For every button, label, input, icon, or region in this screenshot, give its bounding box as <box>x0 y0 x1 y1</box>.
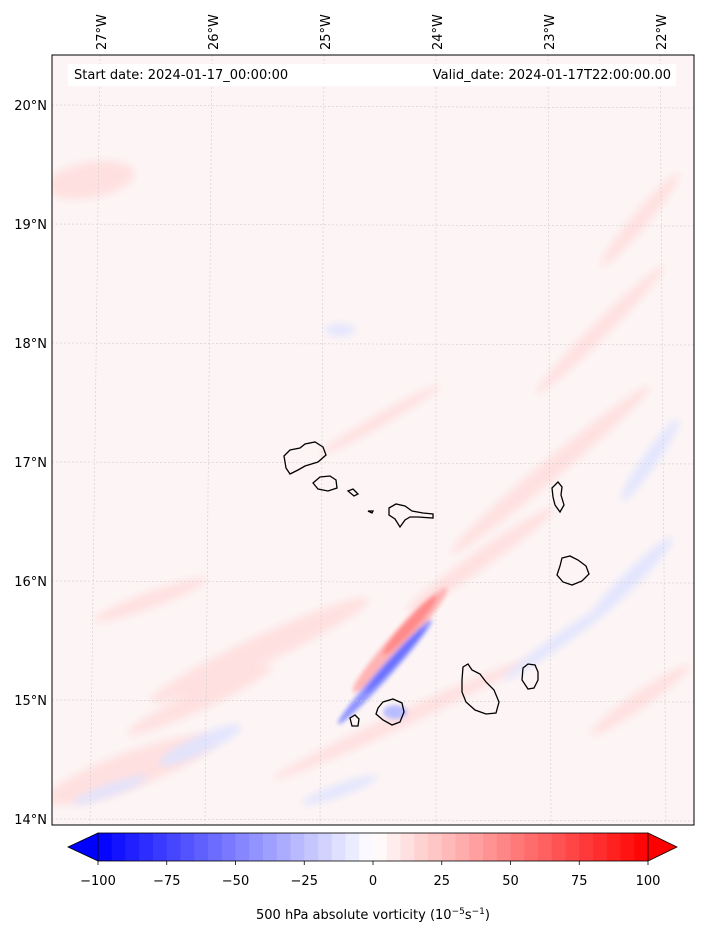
colorbar-cell <box>441 833 457 861</box>
colorbar-cell <box>153 833 168 861</box>
colorbar-cell <box>249 833 264 861</box>
coastlines <box>283 441 590 727</box>
island-santiago <box>461 663 500 715</box>
island-brava <box>349 714 360 727</box>
lon-label-26w: 26°W <box>207 14 222 50</box>
lon-label-25w: 25°W <box>319 14 334 50</box>
colorbar-tick-label: −50 <box>222 874 249 889</box>
colorbar-cell <box>496 833 512 861</box>
colorbar-cell <box>276 833 292 861</box>
island-boa-vista <box>556 555 590 586</box>
colorbar-cell <box>98 833 113 861</box>
lat-label-17n: 17°N <box>14 456 47 471</box>
colorbar-cell <box>469 833 484 861</box>
island-sao-vicente <box>312 475 338 492</box>
colorbar-cell <box>620 833 635 861</box>
start-date-label: Start date: 2024-01-17_00:00:00 <box>74 68 288 83</box>
colorbar-tick-label: −75 <box>153 874 180 889</box>
island-maio <box>521 663 539 690</box>
colorbar-tick-label: 100 <box>636 874 661 889</box>
colorbar-cell <box>194 833 209 861</box>
colorbar-cell <box>180 833 195 861</box>
colorbar-cell <box>331 833 347 861</box>
colorbar-max-extend <box>647 832 678 862</box>
colorbar-cell <box>386 833 402 861</box>
colorbar-cells <box>98 833 649 861</box>
lat-label-15n: 15°N <box>14 694 47 709</box>
colorbar-cell <box>483 833 498 861</box>
colorbar-cell <box>290 833 305 861</box>
colorbar-cell <box>111 833 127 861</box>
colorbar-tick-label: 0 <box>369 874 377 889</box>
colorbar-cell <box>414 833 429 861</box>
colorbar-cell <box>208 833 223 861</box>
latitude-labels: 20°N 19°N 18°N 17°N 16°N 15°N 14°N <box>14 99 47 828</box>
lon-label-24w: 24°W <box>431 14 446 50</box>
colorbar-cell <box>428 833 443 861</box>
valid-date-label: Valid_date: 2024-01-17T22:00:00.00 <box>433 68 671 83</box>
colorbar-cell <box>524 833 539 861</box>
colorbar-cell <box>373 833 388 861</box>
header-box <box>68 64 676 86</box>
colorbar-tick-label: 25 <box>433 874 450 889</box>
island-fogo <box>375 698 405 726</box>
vorticity-field <box>52 55 694 825</box>
lon-label-22w: 22°W <box>655 14 670 50</box>
lat-label-18n: 18°N <box>14 337 47 352</box>
colorbar-cell <box>304 833 319 861</box>
island-santa-luzia <box>346 488 360 497</box>
colorbar-tick-label: 75 <box>571 874 588 889</box>
colorbar-cell <box>400 833 415 861</box>
island-sao-nicolau <box>367 510 375 514</box>
colorbar-cell <box>221 833 237 861</box>
island-santo-antao <box>283 441 327 475</box>
lat-label-19n: 19°N <box>14 218 47 233</box>
island-sao-nicolau-main <box>388 503 434 529</box>
colorbar-label: 500 hPa absolute vorticity (10−5s−1) <box>256 907 490 923</box>
colorbar-cell <box>345 833 360 861</box>
lat-label-20n: 20°N <box>14 99 47 114</box>
lon-label-27w: 27°W <box>95 14 110 50</box>
colorbar-cell <box>538 833 553 861</box>
colorbar-cell <box>166 833 182 861</box>
colorbar-cell <box>235 833 250 861</box>
colorbar-cell <box>565 833 580 861</box>
colorbar: −100 −75 −50 −25 0 25 50 75 100 <box>67 832 678 889</box>
lat-label-14n: 14°N <box>14 813 47 828</box>
colorbar-cell <box>455 833 470 861</box>
colorbar-tick-label: 50 <box>502 874 519 889</box>
colorbar-cell <box>318 833 333 861</box>
lon-label-23w: 23°W <box>543 14 558 50</box>
colorbar-cell <box>139 833 154 861</box>
colorbar-min-extend <box>67 832 99 862</box>
plot-frame <box>51 54 695 826</box>
colorbar-cell <box>125 833 140 861</box>
colorbar-ticks: −100 −75 −50 −25 0 25 50 75 100 <box>80 861 660 889</box>
longitude-labels: 27°W 26°W 25°W 24°W 23°W 22°W <box>95 14 670 50</box>
gridlines <box>52 55 694 825</box>
lat-label-16n: 16°N <box>14 575 47 590</box>
colorbar-cell <box>359 833 374 861</box>
colorbar-cell <box>606 833 622 861</box>
colorbar-cell <box>510 833 525 861</box>
colorbar-cell <box>263 833 278 861</box>
colorbar-tick-label: −25 <box>291 874 318 889</box>
colorbar-cell <box>634 833 649 861</box>
colorbar-tick-label: −100 <box>80 874 116 889</box>
colorbar-cell <box>551 833 567 861</box>
colorbar-cell <box>593 833 608 861</box>
island-sal <box>551 481 565 514</box>
colorbar-cell <box>579 833 594 861</box>
